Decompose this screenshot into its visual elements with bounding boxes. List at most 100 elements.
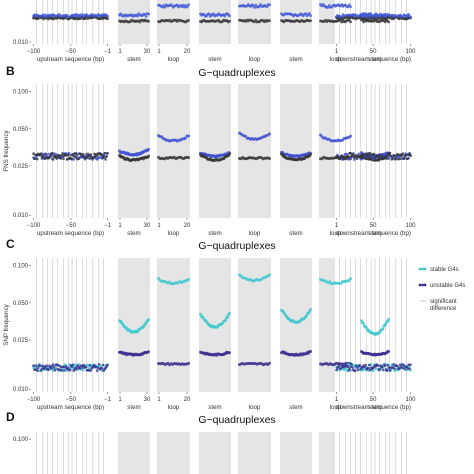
x-tick-label: −50 [66, 49, 77, 55]
x-tick-label: 30 [144, 397, 151, 403]
unstable-g4-point [41, 154, 45, 158]
unstable-g4-point [104, 158, 107, 161]
segment-axis-label: stem [368, 404, 381, 411]
unstable-g4-point [350, 363, 353, 366]
unstable-g4-point [92, 156, 95, 160]
unstable-g4-point [60, 369, 63, 372]
unstable-g4-point [385, 369, 389, 372]
unstable-g4-point [352, 156, 356, 159]
unstable-g4-point [355, 366, 359, 369]
segment-axis-label: stem [368, 56, 381, 63]
unstable-g4-point [351, 365, 354, 369]
segment-axis-label: loop [249, 230, 261, 237]
unstable-g4-point [70, 157, 74, 161]
stable-g4-point [268, 3, 271, 7]
unstable-g4-point [337, 365, 340, 368]
x-tick-label: −1 [104, 49, 112, 55]
unstable-g4-point [347, 156, 350, 159]
segment-axis-label: loop [249, 404, 261, 411]
unstable-g4-point [378, 368, 381, 371]
unstable-g4-point [68, 368, 72, 372]
stable-g4-point [265, 5, 269, 8]
unstable-g4-point [367, 363, 371, 367]
unstable-g4-point [33, 157, 36, 161]
unstable-g4-point [402, 157, 406, 160]
unstable-g4-point [79, 367, 82, 370]
unstable-g4-point [88, 157, 92, 160]
stable-g4-point [147, 12, 150, 16]
stable-g4-point [393, 369, 396, 373]
unstable-g4-point [376, 364, 380, 367]
unstable-g4-point [400, 363, 404, 366]
unstable-g4-point [346, 365, 350, 368]
unstable-g4-point [356, 368, 360, 372]
stable-g4-point [374, 367, 378, 371]
segment-axis-label: loop [168, 230, 180, 237]
x-tick-label: 50 [370, 223, 377, 229]
legend-marker-1 [421, 267, 424, 271]
segment-panel-5 [238, 84, 271, 218]
panel-letter-c: C [6, 237, 15, 251]
unstable-g4-point [309, 19, 312, 23]
unstable-g4-point [268, 361, 271, 365]
unstable-g4-point [353, 369, 357, 372]
unstable-g4-point [52, 366, 56, 369]
x-tick-label: −1 [104, 397, 112, 403]
unstable-g4-point [147, 19, 150, 23]
unstable-g4-point [38, 364, 42, 367]
unstable-g4-point [389, 154, 393, 158]
unstable-g4-point [383, 364, 387, 368]
unstable-g4-point [147, 154, 150, 158]
stable-g4-point [362, 368, 365, 372]
unstable-g4-point [387, 20, 390, 24]
stable-g4-point [309, 307, 312, 311]
segment-axis-label: loop [330, 56, 342, 63]
unstable-g4-point [309, 349, 312, 353]
stable-g4-point [357, 152, 361, 156]
stable-g4-point [212, 12, 216, 16]
unstable-g4-point [408, 367, 411, 371]
unstable-g4-point [59, 156, 62, 160]
y-tick-label: 0.010 [13, 387, 29, 393]
x-tick-label: −100 [27, 223, 41, 229]
unstable-g4-point [403, 368, 407, 371]
segment-panel-1 [32, 432, 109, 474]
unstable-g4-point [72, 369, 76, 372]
stable-g4-point [163, 5, 167, 9]
unstable-g4-point [398, 157, 402, 161]
unstable-g4-point [187, 156, 190, 160]
legend-marker-2 [423, 283, 427, 287]
unstable-g4-point [51, 158, 55, 161]
unstable-g4-point [340, 154, 344, 157]
stable-g4-point [268, 132, 271, 136]
unstable-g4-point [387, 366, 391, 369]
x-tick-label: 20 [184, 223, 191, 229]
segment-axis-label: upstream sequence (bp) [37, 230, 104, 237]
unstable-g4-point [404, 154, 408, 157]
stable-g4-point [228, 311, 231, 315]
y-axis-label-c: SNP frequency [3, 303, 10, 345]
unstable-g4-point [338, 363, 341, 366]
stable-g4-point [78, 363, 81, 366]
x-tick-label: 1 [157, 397, 161, 403]
unstable-g4-point [49, 367, 53, 370]
unstable-g4-point [35, 369, 39, 372]
unstable-g4-point [228, 19, 231, 23]
x-tick-label: 1 [157, 223, 161, 229]
unstable-g4-point [391, 366, 395, 369]
segment-panel-6 [280, 432, 312, 474]
unstable-g4-point [32, 364, 35, 368]
unstable-g4-point [95, 154, 99, 158]
segment-panel-5 [238, 432, 271, 474]
segment-axis-label: stem [289, 56, 302, 63]
x-tick-label: −100 [27, 49, 41, 55]
unstable-g4-point [406, 157, 409, 160]
unstable-g4-point [66, 154, 70, 157]
segment-panel-6 [280, 258, 312, 392]
unstable-g4-point [82, 363, 86, 367]
panel-letter-b: B [6, 64, 15, 78]
stable-g4-point [349, 134, 352, 138]
segment-axis-label: loop [168, 404, 180, 411]
unstable-g4-point [44, 152, 47, 156]
stable-g4-point [103, 363, 106, 367]
